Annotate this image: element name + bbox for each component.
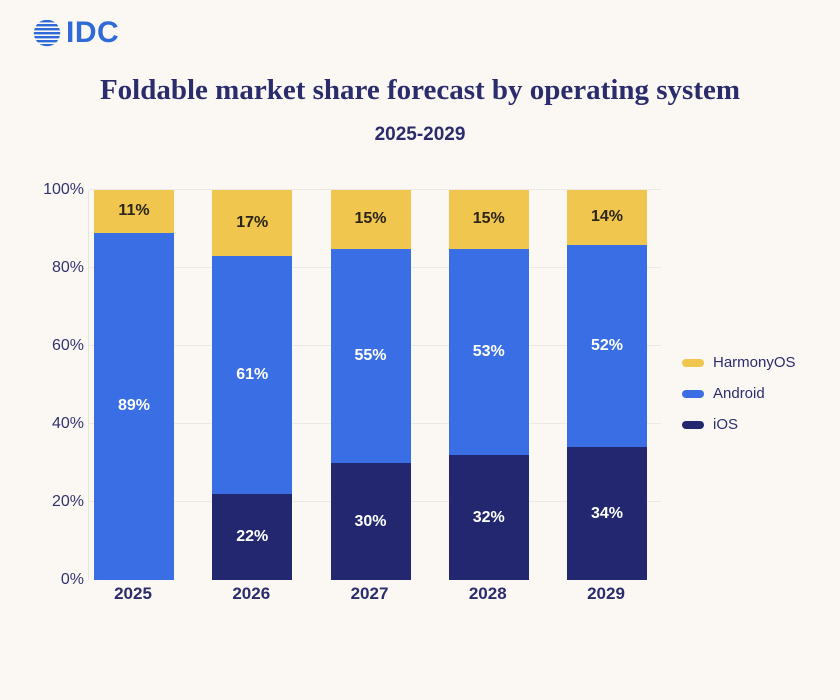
- x-tick-label-2028: 2028: [468, 584, 507, 603]
- y-tick-label: 100%: [43, 181, 84, 198]
- bar-segment-label: 22%: [236, 528, 269, 546]
- chart-subtitle: 2025-2029: [374, 124, 466, 145]
- bar-segment-ios-2029[interactable]: 34%: [567, 447, 647, 580]
- x-axis: 2025 2026 2027 2028 2029: [88, 584, 660, 610]
- x-tick-label-2026: 2026: [232, 584, 271, 603]
- legend-item-harmonyos[interactable]: HarmonyOS: [682, 347, 796, 378]
- striped-globe-icon: [32, 18, 62, 48]
- idc-logo: IDC: [32, 16, 119, 50]
- bar-segment-android-2028[interactable]: 53%: [448, 248, 529, 456]
- bar-2026: 22% 61% 17%: [212, 190, 293, 580]
- legend-item-ios[interactable]: iOS: [682, 409, 796, 440]
- legend-swatch-android: [682, 389, 704, 398]
- bar-2028: 32% 53% 15%: [448, 190, 529, 580]
- bar-segment-harmonyos-2025[interactable]: 11%: [94, 190, 174, 233]
- x-tick-label-2029: 2029: [587, 584, 625, 603]
- bar-segment-label: 34%: [590, 504, 624, 522]
- bar-segment-harmonyos-2028[interactable]: 15%: [448, 190, 529, 249]
- bar-segment-label: 15%: [354, 210, 387, 228]
- bar-2029: 34% 52% 14%: [567, 190, 647, 580]
- bar-segment-ios-2028[interactable]: 32%: [448, 455, 529, 580]
- y-tick-label: 20%: [51, 493, 84, 510]
- y-tick-label: 60%: [51, 337, 84, 354]
- y-tick-label: 80%: [51, 259, 84, 276]
- bar-2027: 30% 55% 15%: [330, 190, 411, 580]
- gridline: [89, 189, 661, 190]
- plot-area: 89% 11% 22% 61% 17% 30% 55% 15% 32% 53% 15% 34% 52% 1…: [88, 189, 661, 580]
- bar-segment-label: 30%: [354, 512, 387, 530]
- bar-segment-harmonyos-2027[interactable]: 15%: [330, 190, 411, 249]
- bar-segment-label: 89%: [117, 397, 151, 415]
- bar-segment-android-2029[interactable]: 52%: [567, 244, 647, 448]
- bar-segment-label: 17%: [236, 214, 269, 232]
- bar-2025: 89% 11%: [94, 190, 174, 580]
- y-tick-label: 0%: [60, 571, 84, 588]
- chart-legend: HarmonyOS Android iOS: [682, 347, 796, 440]
- legend-item-android[interactable]: Android: [682, 378, 796, 409]
- bar-segment-label: 14%: [590, 208, 624, 226]
- y-axis: 0% 20% 40% 60% 80% 100%: [0, 181, 84, 588]
- bar-segment-harmonyos-2029[interactable]: 14%: [567, 190, 647, 245]
- bar-segment-ios-2026[interactable]: 22%: [212, 494, 293, 580]
- bar-segment-android-2026[interactable]: 61%: [212, 256, 293, 495]
- bar-segment-harmonyos-2026[interactable]: 17%: [212, 190, 293, 257]
- bar-segment-label: 61%: [236, 366, 269, 384]
- x-tick-label-2027: 2027: [350, 584, 389, 603]
- bar-segment-ios-2027[interactable]: 30%: [330, 463, 411, 580]
- bar-segment-label: 15%: [472, 210, 505, 228]
- bar-segment-label: 52%: [590, 337, 624, 354]
- chart-title: Foldable market share forecast by operat…: [99, 74, 741, 106]
- y-tick-label: 40%: [51, 415, 84, 432]
- legend-label: Android: [713, 385, 765, 402]
- bar-segment-label: 53%: [472, 342, 505, 360]
- legend-label: iOS: [713, 416, 739, 433]
- bar-segment-label: 11%: [118, 202, 150, 220]
- x-tick-label-2025: 2025: [114, 584, 152, 603]
- bar-segment-label: 55%: [354, 346, 387, 364]
- bar-segment-label: 32%: [472, 508, 505, 526]
- legend-label: HarmonyOS: [713, 354, 796, 371]
- logo-text: IDC: [66, 16, 120, 49]
- bar-segment-android-2025[interactable]: 89%: [94, 232, 174, 580]
- legend-swatch-harmonyos: [682, 358, 704, 367]
- bar-segment-android-2027[interactable]: 55%: [330, 248, 411, 463]
- legend-swatch-ios: [682, 420, 704, 429]
